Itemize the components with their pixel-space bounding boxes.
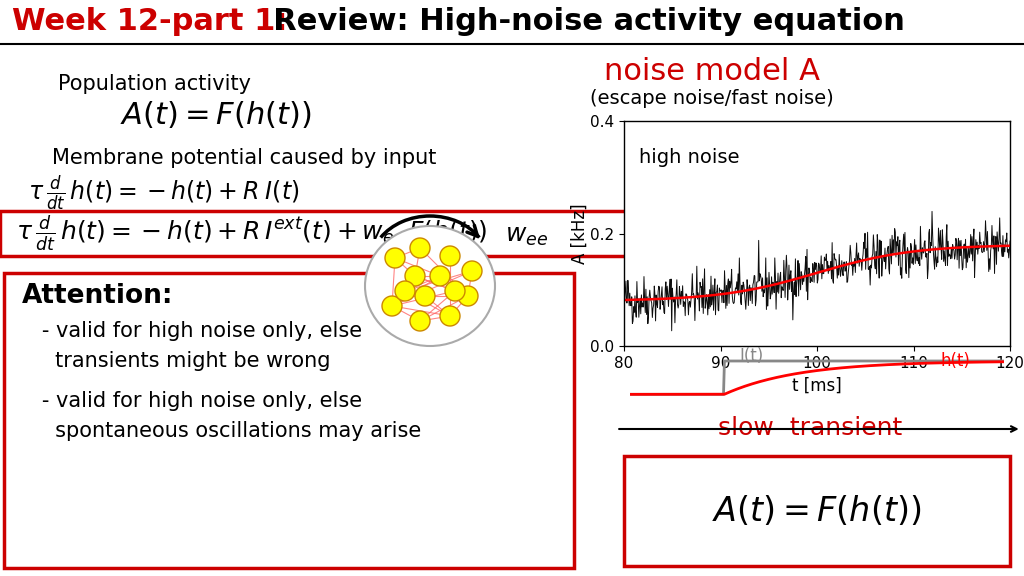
Ellipse shape — [365, 226, 495, 346]
Text: $w_{ee}$: $w_{ee}$ — [505, 224, 548, 248]
Bar — [4, 273, 574, 568]
Circle shape — [382, 296, 402, 316]
Circle shape — [415, 286, 435, 306]
Text: noise model A: noise model A — [604, 56, 820, 85]
Text: - valid for high noise only, else: - valid for high noise only, else — [22, 321, 362, 341]
Circle shape — [445, 281, 465, 301]
Text: transients might be wrong: transients might be wrong — [22, 351, 331, 371]
Text: high noise: high noise — [639, 148, 740, 167]
Bar — [0, 211, 628, 256]
Text: $\tau\,\frac{d}{dt}\,h(t) = -h(t) + R\;I(t)$: $\tau\,\frac{d}{dt}\,h(t) = -h(t) + R\;I… — [28, 173, 300, 213]
Text: $A(t) = F(h(t))$: $A(t) = F(h(t))$ — [713, 494, 922, 528]
X-axis label: t [ms]: t [ms] — [793, 376, 842, 395]
Text: Week 12-part 1:: Week 12-part 1: — [12, 7, 288, 36]
Text: Population activity: Population activity — [58, 74, 251, 94]
Text: (escape noise/fast noise): (escape noise/fast noise) — [590, 89, 834, 108]
Text: h(t): h(t) — [940, 352, 971, 370]
Circle shape — [395, 281, 415, 301]
Y-axis label: A [kHz]: A [kHz] — [570, 203, 589, 264]
Text: $A(t) = F(h(t))$: $A(t) = F(h(t))$ — [120, 98, 311, 130]
Circle shape — [410, 311, 430, 331]
Text: spontaneous oscillations may arise: spontaneous oscillations may arise — [22, 421, 421, 441]
Text: $\tau\,\frac{d}{dt}\,h(t) = -h(t) + R\,I^{ext}(t) + w_{ee}\,F(h(t))$: $\tau\,\frac{d}{dt}\,h(t) = -h(t) + R\,I… — [16, 214, 487, 253]
Circle shape — [385, 248, 406, 268]
Bar — [0, 0, 1024, 44]
Circle shape — [440, 246, 460, 266]
Text: slow  transient: slow transient — [718, 416, 902, 440]
Circle shape — [410, 238, 430, 258]
Text: Attention:: Attention: — [22, 283, 173, 309]
Circle shape — [462, 261, 482, 281]
Text: I(t): I(t) — [739, 347, 764, 365]
Text: - valid for high noise only, else: - valid for high noise only, else — [22, 391, 362, 411]
Circle shape — [406, 266, 425, 286]
Text: Membrane potential caused by input: Membrane potential caused by input — [52, 148, 436, 168]
Circle shape — [440, 306, 460, 326]
Bar — [624, 456, 1010, 566]
Circle shape — [458, 286, 478, 306]
Circle shape — [430, 266, 450, 286]
Text: Review: High-noise activity equation: Review: High-noise activity equation — [252, 7, 905, 36]
